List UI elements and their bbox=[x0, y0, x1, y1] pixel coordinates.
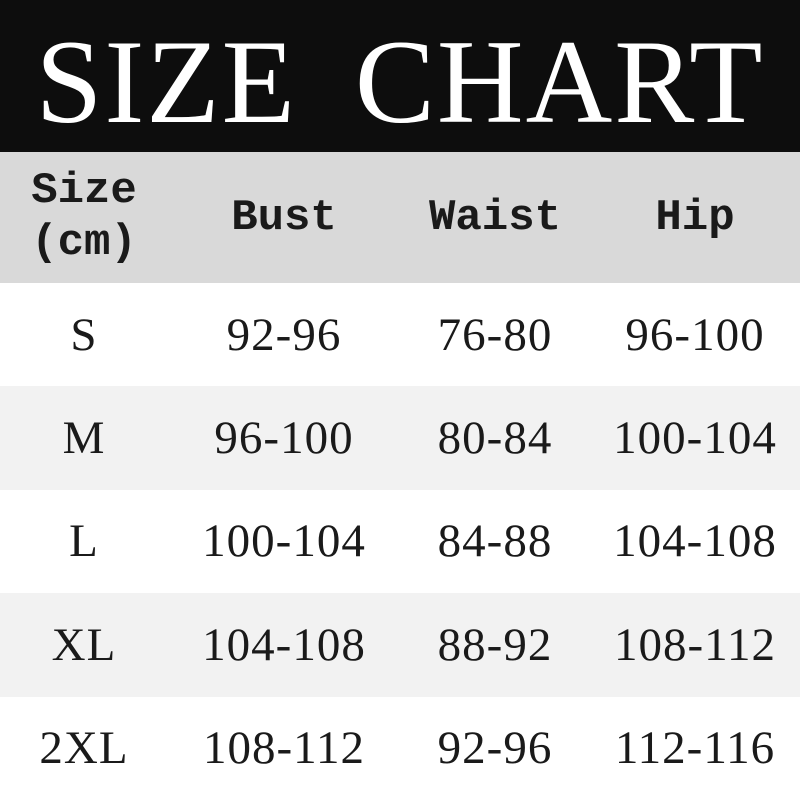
bust-cell: 96-100 bbox=[214, 412, 354, 465]
column-header-size: Size (cm) bbox=[0, 152, 168, 283]
size-cell: S bbox=[70, 308, 98, 361]
table-row-s: S 92-96 76-80 96-100 bbox=[0, 283, 800, 387]
title-banner: SIZE CHART bbox=[0, 0, 800, 152]
hip-cell: 108-112 bbox=[614, 618, 776, 671]
size-header-line2: (cm) bbox=[31, 217, 137, 268]
size-cell: XL bbox=[51, 618, 117, 671]
table-row-l: L 100-104 84-88 104-108 bbox=[0, 489, 800, 594]
waist-cell: 80-84 bbox=[437, 412, 553, 465]
bust-cell: 92-96 bbox=[226, 308, 342, 361]
table-row-2xl: 2XL 108-112 92-96 112-116 bbox=[0, 696, 800, 800]
table-header-row: Size (cm) Bust Waist Hip bbox=[0, 152, 800, 283]
table-row-m: M 96-100 80-84 100-104 bbox=[0, 386, 800, 490]
bust-cell: 104-108 bbox=[202, 618, 366, 671]
size-header-line1: Size bbox=[31, 165, 137, 216]
size-cell: 2XL bbox=[39, 722, 129, 775]
size-cell: L bbox=[69, 515, 99, 568]
page-title: SIZE CHART bbox=[35, 15, 765, 148]
waist-cell: 84-88 bbox=[437, 515, 553, 568]
hip-cell: 104-108 bbox=[613, 515, 777, 568]
waist-cell: 76-80 bbox=[437, 308, 553, 361]
column-header-hip: Hip bbox=[655, 192, 735, 243]
table-row-xl: XL 104-108 88-92 108-112 bbox=[0, 593, 800, 697]
waist-cell: 88-92 bbox=[437, 618, 553, 671]
waist-cell: 92-96 bbox=[437, 722, 553, 775]
column-header-bust: Bust bbox=[231, 192, 337, 243]
size-cell: M bbox=[62, 412, 106, 465]
bust-cell: 100-104 bbox=[202, 515, 366, 568]
hip-cell: 100-104 bbox=[613, 412, 777, 465]
hip-cell: 96-100 bbox=[625, 308, 765, 361]
hip-cell: 112-116 bbox=[614, 722, 776, 775]
column-header-waist: Waist bbox=[428, 192, 562, 243]
bust-cell: 108-112 bbox=[203, 722, 365, 775]
size-table: Size (cm) Bust Waist Hip S 92-96 76-80 9… bbox=[0, 152, 800, 800]
